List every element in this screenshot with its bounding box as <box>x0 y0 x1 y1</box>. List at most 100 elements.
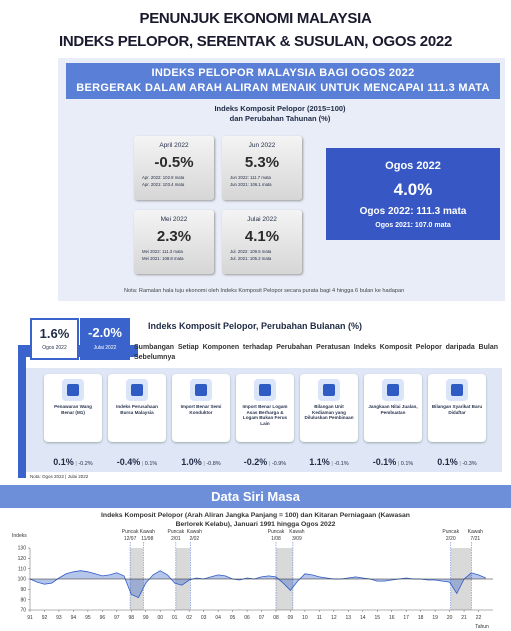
component-name: Bilangan Unit Kediaman yang Diluluskan P… <box>304 404 354 421</box>
value-current: -0.2% <box>243 457 268 467</box>
x-tick-label: 12 <box>331 615 337 621</box>
card: Mei 2022 2.3% Mei 2022: 111.3 mata Mei 2021… <box>134 210 214 274</box>
value-current: 1.1% <box>309 457 330 467</box>
component-card: Bilangan Unit Kediaman yang Diluluskan P… <box>300 374 358 442</box>
card-month: Julai 2022 <box>247 216 277 223</box>
text: Apr. 2021: 103.4 mata <box>142 182 185 187</box>
text: 4.0% <box>393 180 433 199</box>
value-previous: -0.3% <box>462 461 477 467</box>
x-tick-label: 99 <box>143 615 149 621</box>
x-tick-label: 21 <box>461 615 467 621</box>
trough-word: Kawah <box>140 529 156 535</box>
series-line <box>29 570 486 599</box>
y-tick-label: 90 <box>20 587 26 593</box>
text: Julai 2022 <box>93 345 117 351</box>
peak-word: Puncak <box>168 529 185 535</box>
component-values: -0.4% | 0.1% <box>108 452 166 470</box>
component-card: Import Benar Logam Asas Berharga & Logam… <box>236 374 294 442</box>
icon-glyph <box>323 384 335 396</box>
component-card: Bilangan Syarikat Baru Didaftar <box>428 374 486 442</box>
x-tick-label: 95 <box>85 615 91 621</box>
y-tick-label: 100 <box>18 577 27 583</box>
icon-glyph <box>131 384 143 396</box>
x-tick-label: 07 <box>259 615 265 621</box>
component-name: Import Benar Semi Konduktor <box>180 404 222 415</box>
icon-glyph <box>387 384 399 396</box>
card-detail: Jun 2022: 111.7 mata Jun 2021: 106.1 mata <box>222 174 302 188</box>
card-month: Mei 2022 <box>160 216 188 223</box>
icon <box>382 379 404 401</box>
x-tick-label: 17 <box>403 615 409 621</box>
component-values: -0.1% | 0.1% <box>364 452 422 470</box>
text: Ogos 2022: 111.3 mata <box>359 206 467 217</box>
value-current: 0.1% <box>53 457 74 467</box>
card-detail: Apr. 2022: 102.8 mata Apr. 2021: 103.4 ma… <box>134 174 214 188</box>
card-month: Jun 2022 <box>248 142 276 149</box>
x-tick-label: 16 <box>389 615 395 621</box>
trough-word: Kawah <box>289 529 305 535</box>
x-tick-label: 13 <box>346 615 352 621</box>
icon-glyph <box>67 384 79 396</box>
x-tick-label: 15 <box>374 615 380 621</box>
card-change: 4.1% <box>244 228 280 245</box>
icon <box>254 379 276 401</box>
icon <box>190 379 212 401</box>
y-axis-label: Indeks <box>12 533 27 539</box>
x-tick-label: 01 <box>172 615 178 621</box>
component-name: Import Benar Logam Asas Berharga & Logam… <box>242 404 288 426</box>
card-change: 5.3% <box>244 154 280 171</box>
value-current: 1.0% <box>181 457 202 467</box>
trough-word: Kawah <box>187 529 203 535</box>
value-current: 0.1% <box>437 457 458 467</box>
x-tick-label: 96 <box>100 615 106 621</box>
y-tick-label: 70 <box>20 608 26 614</box>
value-current: -0.4% <box>116 457 141 467</box>
title: INDEKS PELOPOR, SERENTAK & SUSULAN, OGOS… <box>59 33 452 50</box>
x-tick-label: 08 <box>273 615 279 621</box>
component-card: Indeks Perusahaan Bursa Malaysia <box>108 374 166 442</box>
peak-date: 2/20 <box>446 536 456 542</box>
y-tick-label: 80 <box>20 597 26 603</box>
x-tick-label: 98 <box>129 615 135 621</box>
value-previous: -0.9% <box>271 461 287 467</box>
value-previous: -0.8% <box>206 461 221 467</box>
component-values: 0.1% | -0.2% <box>44 452 102 470</box>
text: Mei 2022: 111.3 mata <box>142 249 183 254</box>
value-current: -0.1% <box>372 457 397 467</box>
component-name: Bilangan Syarikat Baru Didaftar <box>431 404 483 415</box>
separator: | <box>267 461 272 467</box>
section-title: Data Siri Masa <box>0 485 511 508</box>
text: -2.0% <box>88 325 122 340</box>
value-previous: -0.2% <box>78 461 93 467</box>
note: Nota: Ramalan hala tuju ekonomi oleh Ind… <box>124 288 405 294</box>
x-tick-label: 05 <box>230 615 236 621</box>
icon <box>446 379 468 401</box>
x-tick-label: 18 <box>418 615 424 621</box>
icon-glyph <box>259 384 271 396</box>
component-name: Jangkaan Nilai Jualan, Pembuatan <box>368 404 418 415</box>
text: Apr. 2022: 102.8 mata <box>142 175 185 180</box>
y-tick-label: 130 <box>18 546 27 552</box>
x-tick-label: 97 <box>114 615 120 621</box>
separator: | <box>396 461 401 467</box>
peak-word: Puncak <box>268 529 285 535</box>
component-card: Penawaran Wang Benar (M1) <box>44 374 102 442</box>
series-area <box>30 570 486 598</box>
x-tick-label: 22 <box>476 615 482 621</box>
title: PENUNJUK EKONOMI MALAYSIA <box>139 10 372 27</box>
text: Indeks Komposit Pelopor (2015=100) <box>214 104 346 113</box>
icon-glyph <box>195 384 207 396</box>
component-values: 1.1% | -0.1% <box>300 452 358 470</box>
peak-date: 12/97 <box>124 536 137 542</box>
card-detail: Jul. 2022: 109.5 mata Jul. 2021: 105.2 ma… <box>222 248 302 262</box>
highlight: Ogos 2022 4.0% Ogos 2022: 111.3 mata Ogo… <box>326 148 500 240</box>
monthly-title: Indeks Komposit Pelopor, Perubahan Bulan… <box>148 321 363 331</box>
component-values: 0.1% | -0.3% <box>428 452 486 470</box>
card: Jun 2022 5.3% Jun 2022: 111.7 mata Jun 2021… <box>222 136 302 200</box>
text: Ogos 2022 <box>42 345 67 351</box>
x-tick-label: 94 <box>71 615 77 621</box>
component-values: -0.2% | -0.9% <box>236 452 294 470</box>
badge: -2.0% Julai 2022 <box>80 318 130 360</box>
value-previous: 0.1% <box>144 461 158 467</box>
separator: | <box>73 461 79 467</box>
